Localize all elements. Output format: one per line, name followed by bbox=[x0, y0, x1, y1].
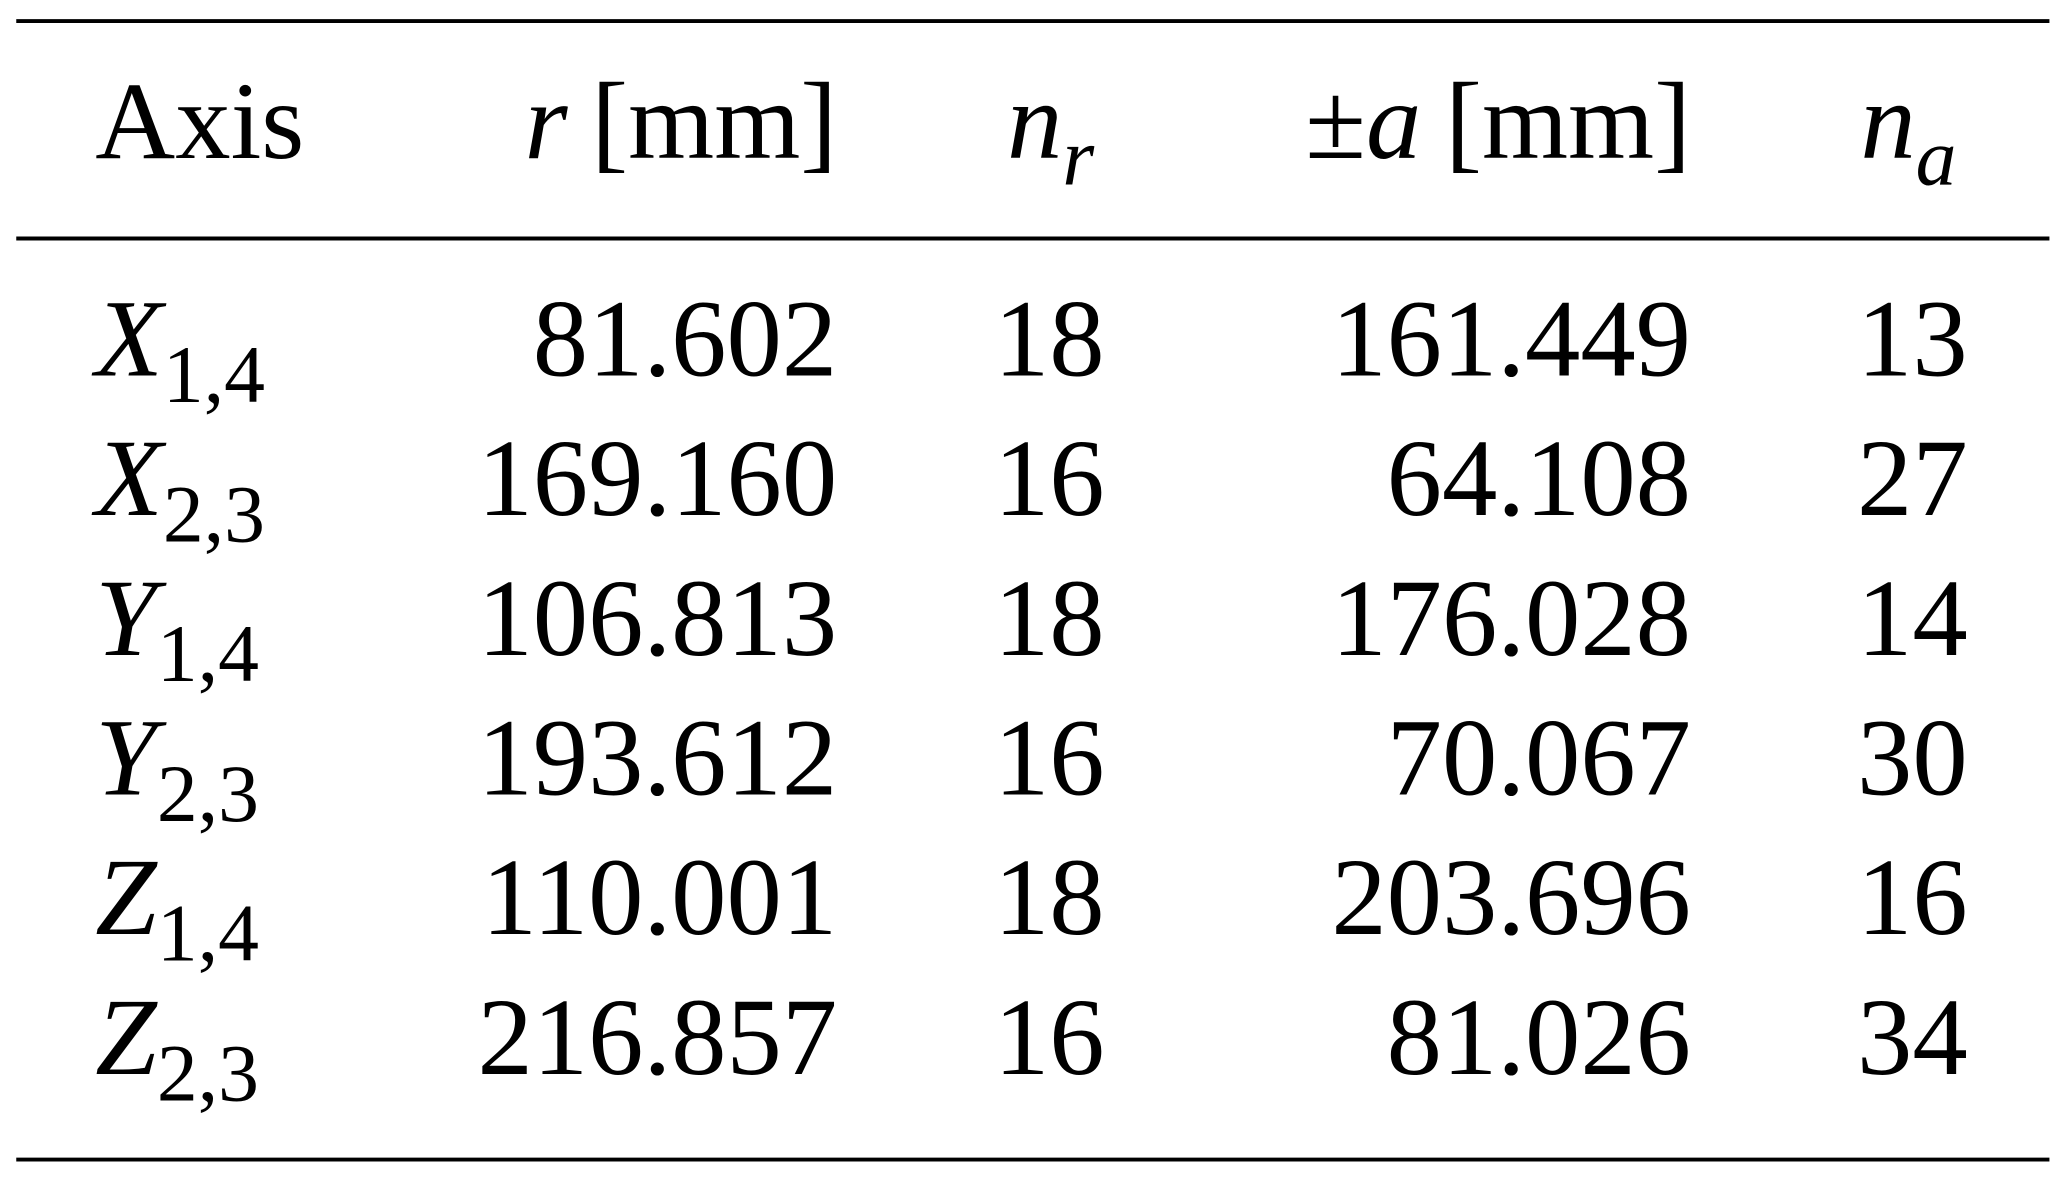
symbol: n bbox=[1860, 59, 1915, 182]
table-cell: 16 bbox=[1857, 835, 1968, 958]
table-cell: 18 bbox=[994, 835, 1105, 958]
table-cell: X2,3 bbox=[91, 416, 265, 559]
symbol: Y bbox=[95, 556, 167, 679]
table-cell: 110.001 bbox=[482, 835, 838, 958]
subscript: 2,3 bbox=[163, 469, 265, 560]
table-cell: Z1,4 bbox=[95, 835, 259, 978]
table-cell: 161.449 bbox=[1331, 277, 1691, 400]
table-cell: 16 bbox=[994, 416, 1105, 539]
header-cell: Axis bbox=[95, 59, 304, 182]
symbol: Y bbox=[95, 696, 167, 819]
table-cell: 193.612 bbox=[477, 696, 837, 819]
header-cell: r [mm] bbox=[524, 59, 837, 182]
table-cell: 16 bbox=[994, 696, 1105, 819]
table-cell: 216.857 bbox=[477, 975, 837, 1098]
symbol: ± bbox=[1305, 59, 1366, 182]
symbol: X bbox=[91, 416, 167, 539]
header-cell: na bbox=[1860, 59, 1956, 202]
symbol: Axis bbox=[95, 59, 304, 182]
subscript: 1,4 bbox=[163, 329, 265, 420]
table-cell: 34 bbox=[1857, 975, 1968, 1098]
subscript: r bbox=[1062, 111, 1095, 202]
table-cell: 70.067 bbox=[1387, 696, 1691, 819]
table-cell: 27 bbox=[1857, 416, 1968, 539]
symbol: a bbox=[1366, 59, 1421, 182]
subscript: 2,3 bbox=[157, 1027, 259, 1118]
subscript: 1,4 bbox=[157, 608, 259, 699]
symbol: Z bbox=[95, 975, 158, 1098]
symbol: n bbox=[1007, 59, 1062, 182]
table-cell: 14 bbox=[1857, 556, 1968, 679]
table-cell: 18 bbox=[994, 277, 1105, 400]
table-cell: Z2,3 bbox=[95, 975, 259, 1118]
table-cell: 64.108 bbox=[1387, 416, 1691, 539]
table-cell: 16 bbox=[994, 975, 1105, 1098]
symbol: r bbox=[524, 59, 568, 182]
header-cell: ±a [mm] bbox=[1305, 59, 1691, 182]
table-cell: Y2,3 bbox=[95, 696, 259, 839]
table-cell: 81.026 bbox=[1387, 975, 1691, 1098]
unit: [mm] bbox=[591, 59, 837, 182]
table-cell: 176.028 bbox=[1331, 556, 1691, 679]
table-cell: 106.813 bbox=[477, 556, 837, 679]
table-cell: 81.602 bbox=[533, 277, 837, 400]
table-cell: Y1,4 bbox=[95, 556, 259, 699]
header-cell: nr bbox=[1007, 59, 1095, 202]
subscript: 2,3 bbox=[157, 748, 259, 839]
symbol: X bbox=[91, 277, 167, 400]
table-cell: 169.160 bbox=[477, 416, 837, 539]
table-cell: 18 bbox=[994, 556, 1105, 679]
table-cell: 13 bbox=[1857, 277, 1968, 400]
unit: [mm] bbox=[1445, 59, 1691, 182]
table-cell: 30 bbox=[1857, 696, 1968, 819]
table-cell: X1,4 bbox=[91, 277, 265, 420]
table-cell: 203.696 bbox=[1331, 835, 1691, 958]
subscript: a bbox=[1916, 111, 1957, 202]
subscript: 1,4 bbox=[157, 888, 259, 979]
symbol: Z bbox=[95, 835, 158, 958]
